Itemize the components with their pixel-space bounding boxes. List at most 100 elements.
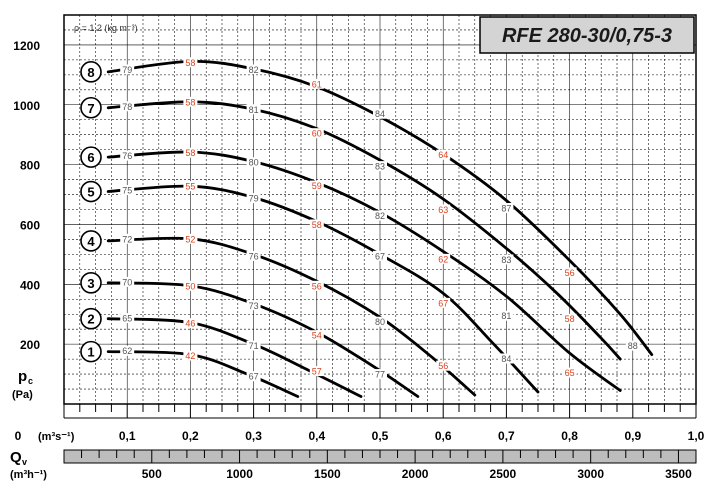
y-axis-title: p — [18, 368, 27, 385]
efficiency-label: 63 — [438, 205, 448, 215]
efficiency-label-bg — [309, 180, 324, 191]
efficiency-label-bg — [373, 316, 387, 327]
efficiency-label: 84 — [375, 109, 385, 119]
efficiency-label: 76 — [122, 151, 132, 161]
efficiency-label-bg — [562, 313, 577, 324]
x-tick-label: 0,4 — [308, 429, 325, 443]
y-axis-unit: (Pa) — [12, 389, 33, 401]
curve-marker-circle — [80, 146, 102, 168]
x-axis: 0,1 0,2 0,3 0,4 0,5 0,6 0,7 0,8 0,9 1,0 500 1000 150… — [63, 404, 705, 481]
efficiency-label: 83 — [501, 255, 511, 265]
efficiency-label-bg — [183, 147, 198, 158]
efficiency-label: 79 — [249, 194, 259, 204]
curve-marker-circle — [80, 180, 102, 203]
x-axis-unit-bottom: (m³h⁻¹) — [10, 469, 47, 481]
y-tick-label: 1000 — [13, 99, 40, 113]
efficiency-label-bg — [246, 371, 261, 382]
efficiency-label-bg — [183, 181, 198, 192]
y-axis-subscript: c — [28, 376, 33, 386]
curve-marker-circle — [80, 340, 102, 363]
efficiency-label-bg — [309, 78, 324, 89]
efficiency-label: 67 — [249, 372, 259, 382]
efficiency-label: 79 — [122, 65, 132, 75]
x-tick-label: 0,7 — [498, 429, 515, 443]
x2-tick-label: 1500 — [314, 467, 341, 481]
efficiency-label: 61 — [312, 79, 322, 89]
density-annotation: ρ = 1,2 (kg m⁻³) — [74, 23, 138, 33]
efficiency-label-bg — [309, 330, 324, 341]
efficiency-label-bg — [246, 104, 261, 115]
efficiency-label-bg — [499, 254, 514, 265]
efficiency-label: 56 — [438, 361, 448, 371]
curve-marker-number: 5 — [87, 185, 94, 200]
efficiency-label-bg — [309, 366, 324, 377]
x2-tick-label: 3500 — [665, 467, 692, 481]
efficiency-label-bg — [309, 128, 324, 139]
efficiency-label: 58 — [185, 58, 195, 68]
curve-marker-number: 3 — [87, 276, 94, 291]
efficiency-label: 62 — [122, 346, 132, 356]
efficiency-label: 64 — [438, 150, 448, 160]
efficiency-label: 56 — [312, 281, 322, 291]
x-tick-label: 0,1 — [119, 429, 136, 443]
x2-tick-label: 1000 — [226, 467, 253, 481]
efficiency-label: 58 — [185, 97, 195, 107]
efficiency-label-bg — [183, 57, 198, 68]
efficiency-label: 60 — [312, 129, 322, 139]
x-axis-title: Q — [10, 449, 22, 466]
efficiency-label: 65 — [565, 368, 575, 378]
efficiency-label: 75 — [122, 186, 132, 196]
efficiency-label-bg — [183, 96, 198, 107]
x2-tick-label: 500 — [142, 467, 162, 481]
efficiency-label: 67 — [375, 251, 385, 261]
efficiency-label-bg — [246, 193, 261, 204]
efficiency-label: 88 — [628, 341, 638, 351]
efficiency-label: 84 — [501, 354, 511, 364]
efficiency-label-bg — [436, 297, 451, 308]
efficiency-label-bg — [436, 253, 451, 264]
efficiency-label-bg — [246, 340, 261, 351]
y-tick-label: 1200 — [13, 39, 40, 53]
curve-8 — [106, 59, 654, 356]
efficiency-label: 80 — [375, 317, 385, 327]
efficiency-label: 70 — [122, 277, 132, 287]
efficiency-label-bg — [373, 250, 387, 261]
efficiency-label-bg — [120, 101, 135, 112]
curve-number-markers: 1 2 3 4 5 6 7 8 — [80, 61, 102, 363]
title-box — [479, 16, 695, 54]
efficiency-label-bg — [120, 276, 135, 287]
efficiency-label-bg — [309, 280, 324, 291]
efficiency-label-bg — [183, 350, 198, 361]
efficiency-label: 58 — [185, 148, 195, 158]
efficiency-label-bg — [183, 233, 198, 244]
efficiency-label-bg — [246, 157, 261, 168]
efficiency-label-bg — [120, 150, 135, 161]
efficiency-label-bg — [436, 149, 451, 160]
efficiency-label: 80 — [249, 158, 259, 168]
efficiency-label: 73 — [249, 301, 259, 311]
efficiency-label-bg — [436, 360, 451, 371]
curve-marker-circle — [80, 61, 102, 83]
efficiency-label: 78 — [122, 102, 132, 112]
x-tick-label: 0,3 — [245, 429, 262, 443]
efficiency-label: 76 — [249, 251, 259, 261]
x2-tick-label: 3000 — [577, 467, 604, 481]
curve-marker-number: 2 — [87, 312, 94, 327]
efficiency-label: 62 — [438, 254, 448, 264]
y-tick-label: 600 — [20, 218, 40, 232]
efficiency-label: 83 — [375, 162, 385, 172]
efficiency-label-bg — [309, 219, 324, 230]
efficiency-label: 77 — [375, 370, 385, 380]
curve-7 — [106, 100, 622, 361]
curve-marker-number: 8 — [87, 65, 94, 80]
x-axis-zero-label: 0 — [15, 429, 22, 443]
x-tick-label: 0,8 — [561, 429, 578, 443]
curve-marker-number: 7 — [87, 101, 94, 116]
efficiency-label: 82 — [249, 65, 259, 75]
efficiency-label: 81 — [249, 105, 259, 115]
efficiency-label-bg — [246, 64, 261, 75]
efficiency-label: 54 — [312, 331, 322, 341]
efficiency-label-bg — [499, 310, 514, 321]
efficiency-label: 52 — [185, 234, 195, 244]
x-axis-unit-top: (m³s⁻¹) — [38, 431, 75, 443]
